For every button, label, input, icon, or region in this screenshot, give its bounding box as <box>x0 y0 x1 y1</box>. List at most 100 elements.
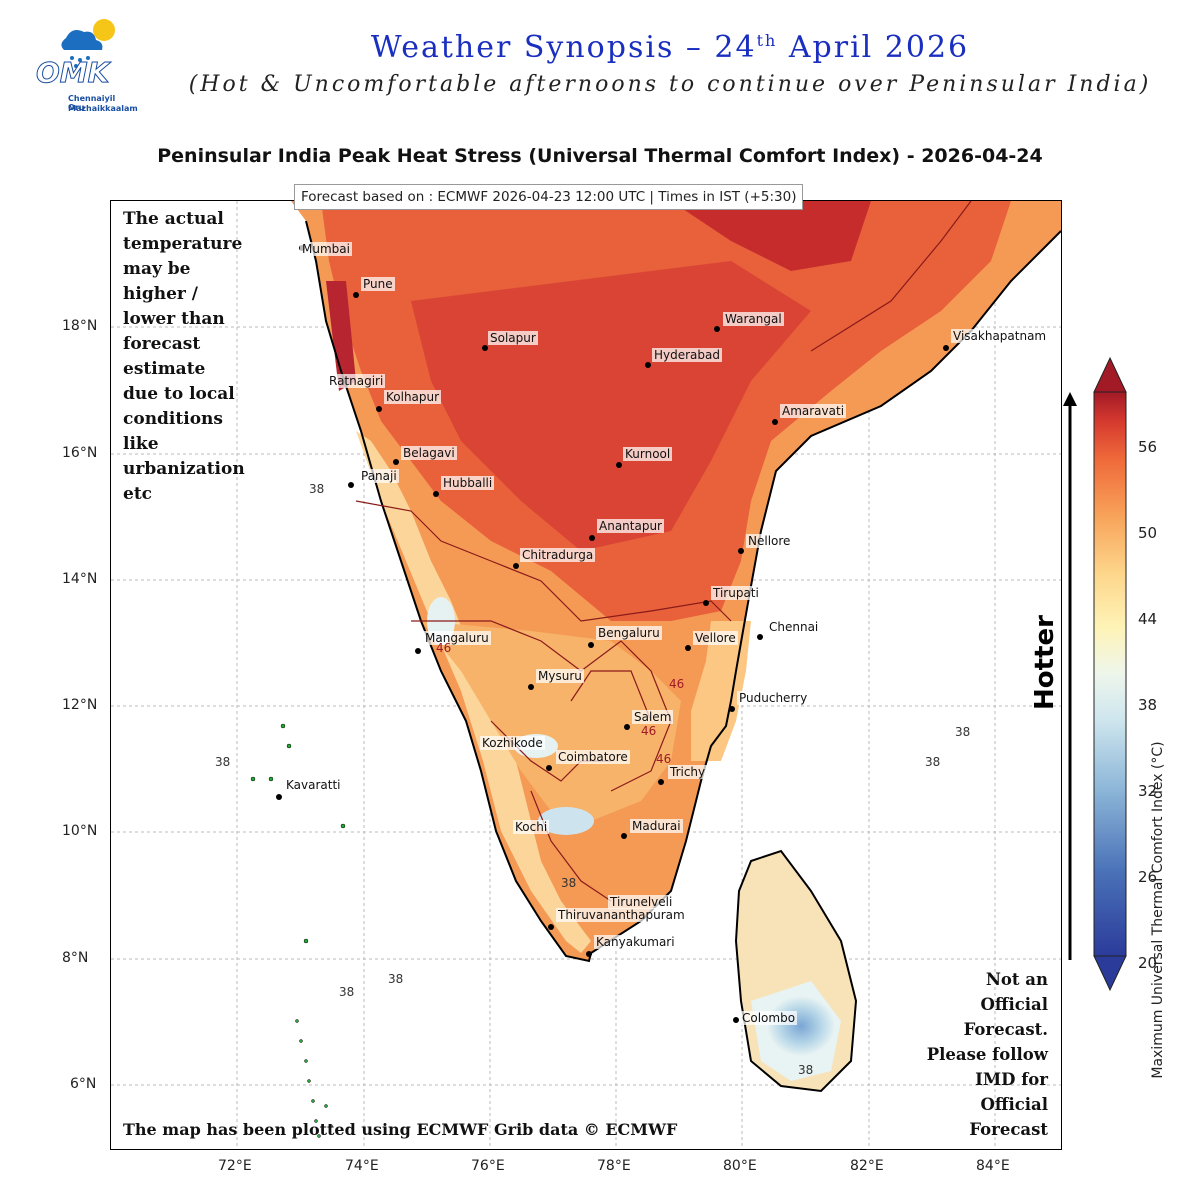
city-marker <box>548 924 554 930</box>
city-marker <box>738 548 744 554</box>
city-label-belagavi: Belagavi <box>401 446 457 460</box>
data-credit: The map has been plotted using ECMWF Gri… <box>123 1120 678 1139</box>
city-marker <box>588 642 594 648</box>
forecast-info-box: Forecast based on : ECMWF 2026-04-23 12:… <box>294 184 804 210</box>
city-label-thiruvananthapuram: Thiruvananthapuram <box>556 908 687 922</box>
map-title: Peninsular India Peak Heat Stress (Unive… <box>157 145 1043 167</box>
city-label-mysuru: Mysuru <box>536 669 584 683</box>
synopsis-title: Weather Synopsis – 24th April 2026 <box>370 30 970 65</box>
disclaimer-local-conditions: The actual temperature may be higher / l… <box>123 209 245 504</box>
city-label-madurai: Madurai <box>630 819 683 833</box>
city-marker <box>513 563 519 569</box>
city-label-nellore: Nellore <box>746 534 793 548</box>
city-label-coimbatore: Coimbatore <box>556 750 630 764</box>
city-label-chitradurga: Chitradurga <box>520 548 596 562</box>
lon-tick: 72°E <box>218 1158 252 1174</box>
city-label-amaravati: Amaravati <box>780 404 847 418</box>
lat-tick: 8°N <box>62 950 89 966</box>
disclaimer-official-forecast: Not an Official Forecast. Please follow … <box>926 970 1048 1139</box>
city-marker <box>376 406 382 412</box>
city-marker <box>685 645 691 651</box>
city-marker <box>729 706 735 712</box>
contour-label: 38 <box>955 725 971 739</box>
contour-label: 46 <box>656 752 672 766</box>
city-marker <box>714 326 720 332</box>
contour-label: 38 <box>309 482 325 496</box>
city-label-hyderabad: Hyderabad <box>652 348 722 362</box>
lon-tick: 84°E <box>976 1158 1010 1174</box>
colorbar-tick: 56 <box>1138 438 1158 456</box>
city-label-pune: Pune <box>361 277 395 291</box>
city-marker <box>528 684 534 690</box>
contour-label: 38 <box>339 985 355 999</box>
contour-label: 38 <box>798 1063 814 1077</box>
lat-tick: 16°N <box>62 445 98 461</box>
hotter-label: Hotter <box>1030 615 1060 710</box>
contour-label: 38 <box>388 972 404 986</box>
contour-label: 46 <box>436 641 452 655</box>
city-label-mangaluru: Mangaluru <box>423 631 491 645</box>
colorbar-tick: 50 <box>1138 524 1158 542</box>
contour-label: 46 <box>641 724 657 738</box>
city-label-trichy: Trichy <box>668 765 708 779</box>
city-label-vellore: Vellore <box>693 631 738 645</box>
logo-tagline-1: Chennaiyil Oru <box>68 94 116 112</box>
city-label-ratnagiri: Ratnagiri <box>327 374 386 388</box>
city-marker <box>645 362 651 368</box>
city-label-panaji: Panaji <box>359 469 399 483</box>
city-label-kurnool: Kurnool <box>623 447 673 461</box>
city-label-kolhapur: Kolhapur <box>384 390 442 404</box>
lon-tick: 78°E <box>597 1158 631 1174</box>
city-marker <box>616 462 622 468</box>
colorbar-tick: 32 <box>1138 782 1158 800</box>
heat-stress-map <box>110 200 1062 1150</box>
city-marker <box>353 292 359 298</box>
city-marker <box>393 459 399 465</box>
city-label-tirupati: Tirupati <box>711 586 761 600</box>
city-marker <box>658 779 664 785</box>
contour-label: 38 <box>925 755 941 769</box>
lat-tick: 6°N <box>70 1076 97 1092</box>
colorbar-tick: 26 <box>1138 868 1158 886</box>
city-marker <box>772 419 778 425</box>
city-marker <box>624 724 630 730</box>
lon-tick: 82°E <box>850 1158 884 1174</box>
city-marker <box>546 765 552 771</box>
colorbar-tick: 44 <box>1138 610 1158 628</box>
city-label-kavaratti: Kavaratti <box>284 778 343 792</box>
city-marker <box>348 482 354 488</box>
city-marker <box>757 634 763 640</box>
colorbar-tick: 20 <box>1138 954 1158 972</box>
lat-tick: 14°N <box>62 571 98 587</box>
lat-tick: 12°N <box>62 697 98 713</box>
city-label-tirunelveli: Tirunelveli <box>608 895 675 909</box>
city-label-colombo: Colombo <box>740 1011 798 1025</box>
synopsis-subtitle: (Hot & Uncomfortable afternoons to conti… <box>188 72 1152 97</box>
city-label-anantapur: Anantapur <box>597 519 664 533</box>
city-marker <box>621 833 627 839</box>
lon-tick: 74°E <box>345 1158 379 1174</box>
city-label-kozhikode: Kozhikode <box>480 736 545 750</box>
city-label-salem: Salem <box>632 710 674 724</box>
lon-tick: 80°E <box>723 1158 757 1174</box>
city-label-warangal: Warangal <box>723 312 784 326</box>
logo-wordmark: OMK <box>35 56 110 90</box>
city-label-chennai: Chennai <box>767 620 821 634</box>
contour-label: 38 <box>561 876 577 890</box>
city-label-kochi: Kochi <box>513 820 550 834</box>
colorbar-tick: 38 <box>1138 696 1158 714</box>
city-marker <box>703 600 709 606</box>
hotter-arrow-icon <box>1063 392 1077 960</box>
city-marker <box>433 491 439 497</box>
contour-label: 38 <box>215 755 231 769</box>
city-label-solapur: Solapur <box>488 331 538 345</box>
city-marker <box>415 648 421 654</box>
city-label-hubballi: Hubballi <box>441 476 495 490</box>
lat-tick: 10°N <box>62 823 98 839</box>
city-marker <box>482 345 488 351</box>
lon-tick: 76°E <box>471 1158 505 1174</box>
city-marker <box>943 345 949 351</box>
city-label-puducherry: Puducherry <box>737 691 810 705</box>
city-marker <box>733 1017 739 1023</box>
city-marker <box>276 794 282 800</box>
